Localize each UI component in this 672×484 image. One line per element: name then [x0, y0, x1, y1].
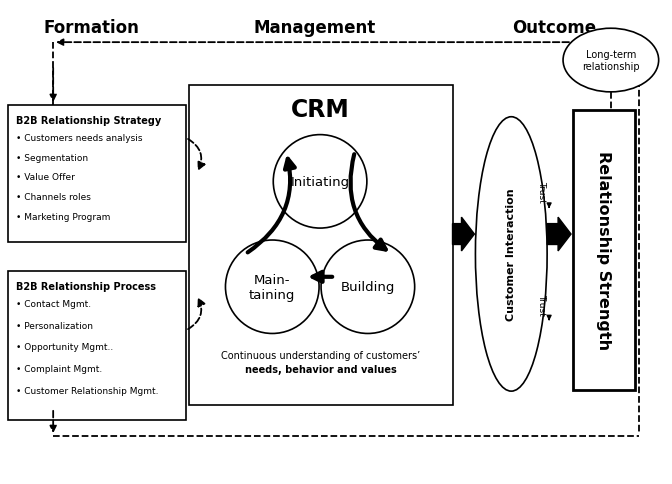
- Text: • Complaint Mgmt.: • Complaint Mgmt.: [16, 364, 103, 374]
- Text: Customer Interaction: Customer Interaction: [506, 188, 516, 320]
- Text: Building: Building: [341, 281, 395, 294]
- Circle shape: [274, 136, 367, 228]
- Text: B2B Relationship Process: B2B Relationship Process: [16, 281, 157, 291]
- Text: • Value Offer: • Value Offer: [16, 173, 75, 182]
- Text: Outcome: Outcome: [512, 19, 596, 37]
- Text: • Marketing Program: • Marketing Program: [16, 213, 111, 222]
- FancyArrow shape: [547, 218, 571, 251]
- Text: Main-
taining: Main- taining: [249, 273, 296, 301]
- Text: B2B Relationship Strategy: B2B Relationship Strategy: [16, 116, 161, 125]
- Text: Management: Management: [254, 19, 376, 37]
- FancyBboxPatch shape: [8, 271, 185, 420]
- Text: Trust: Trust: [537, 181, 546, 203]
- Text: Formation: Formation: [43, 19, 139, 37]
- Text: Trust: Trust: [537, 293, 546, 315]
- Text: needs, behavior and values: needs, behavior and values: [245, 364, 396, 375]
- FancyBboxPatch shape: [573, 110, 635, 390]
- Text: CRM: CRM: [291, 98, 350, 121]
- FancyBboxPatch shape: [8, 106, 185, 242]
- FancyArrow shape: [452, 218, 474, 251]
- Text: Relationship Strength: Relationship Strength: [596, 151, 612, 350]
- Text: Long-term
relationship: Long-term relationship: [582, 50, 640, 72]
- Ellipse shape: [563, 29, 659, 92]
- Text: Initiating: Initiating: [290, 176, 349, 188]
- Text: • Personalization: • Personalization: [16, 321, 93, 330]
- Circle shape: [226, 241, 319, 334]
- Circle shape: [321, 241, 415, 334]
- Text: Continuous understanding of customers’: Continuous understanding of customers’: [221, 350, 420, 361]
- Ellipse shape: [475, 118, 547, 392]
- Text: • Customers needs analysis: • Customers needs analysis: [16, 134, 143, 142]
- Text: • Customer Relationship Mgmt.: • Customer Relationship Mgmt.: [16, 386, 159, 395]
- Text: • Channels roles: • Channels roles: [16, 193, 91, 202]
- Text: • Contact Mgmt.: • Contact Mgmt.: [16, 299, 91, 308]
- Text: • Opportunity Mgmt..: • Opportunity Mgmt..: [16, 343, 114, 352]
- Text: • Segmentation: • Segmentation: [16, 153, 89, 162]
- FancyBboxPatch shape: [189, 86, 452, 405]
